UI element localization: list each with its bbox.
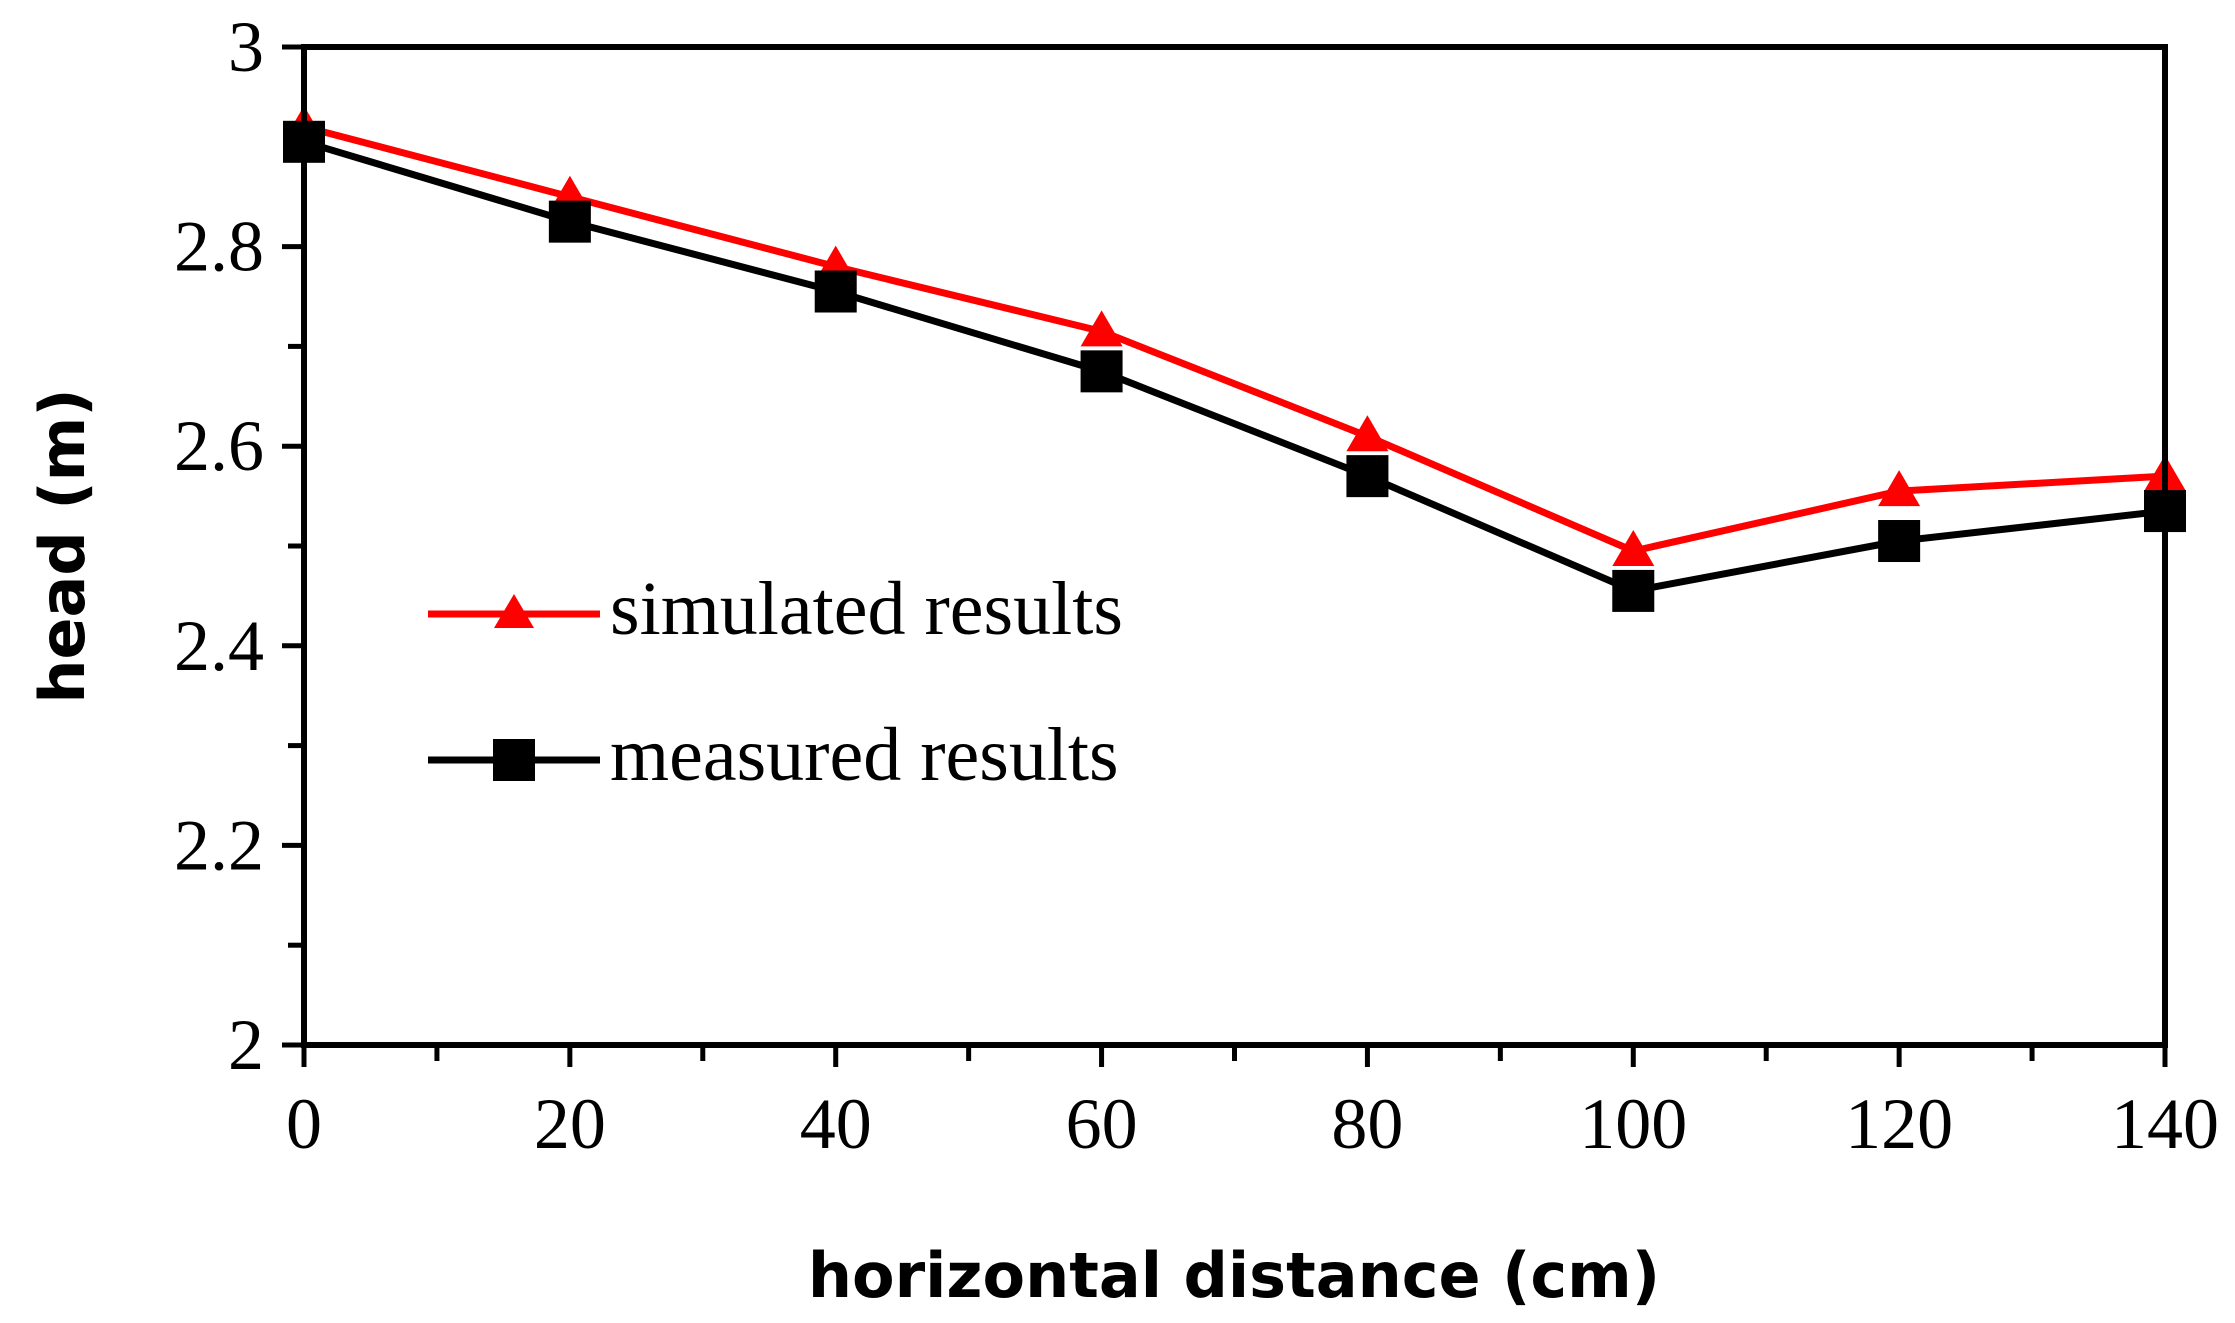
x-tick-label: 0 (286, 1084, 322, 1164)
legend-item-measured: measured results (428, 713, 1119, 797)
series-line-simulated (303, 123, 2166, 555)
y-tick-label: 2.2 (174, 805, 264, 885)
legend: simulated results measured results (428, 567, 1123, 797)
data-point-measured (814, 270, 857, 313)
data-point-measured (1612, 569, 1655, 612)
data-point-simulated (1080, 310, 1123, 347)
legend-label-simulated: simulated results (610, 567, 1123, 651)
series-lines (302, 123, 2166, 595)
x-tick-label: 140 (2111, 1084, 2219, 1164)
minor-ticks (288, 144, 2035, 1061)
plot-area-frame (301, 44, 2168, 1048)
y-tick-label: 2.8 (174, 207, 264, 287)
data-point-simulated (1346, 415, 1389, 452)
series-line-measured (302, 138, 2166, 595)
x-tick-label: 20 (534, 1084, 606, 1164)
x-tick-label: 40 (800, 1084, 872, 1164)
data-point-measured (1346, 455, 1389, 498)
legend-label-measured: measured results (610, 713, 1119, 797)
legend-square-marker (493, 739, 535, 781)
y-tick-label: 2.6 (174, 406, 264, 486)
data-point-measured (1080, 350, 1123, 393)
legend-triangle-marker (494, 594, 534, 628)
x-tick-label: 120 (1845, 1084, 1953, 1164)
major-ticks (282, 44, 2168, 1067)
series-markers (283, 105, 2186, 612)
x-tick-label: 100 (1579, 1084, 1687, 1164)
data-point-simulated (1612, 530, 1655, 566)
y-tick-label: 3 (228, 7, 264, 87)
data-point-measured (1878, 520, 1921, 563)
x-tick-labels: 0 20 40 60 80 100 120 140 (286, 1084, 2219, 1164)
x-axis-title: horizontal distance (cm) (808, 1239, 1660, 1312)
data-point-measured (548, 200, 591, 243)
x-tick-label: 60 (1066, 1084, 1138, 1164)
data-point-simulated (1878, 470, 1921, 507)
x-tick-label: 80 (1331, 1084, 1403, 1164)
y-tick-label: 2 (228, 1005, 264, 1085)
y-axis-title: head (m) (26, 388, 99, 703)
y-tick-labels: 2 2.2 2.4 2.6 2.8 3 (174, 7, 264, 1085)
y-tick-label: 2.4 (174, 606, 264, 686)
legend-item-simulated: simulated results (428, 567, 1123, 651)
